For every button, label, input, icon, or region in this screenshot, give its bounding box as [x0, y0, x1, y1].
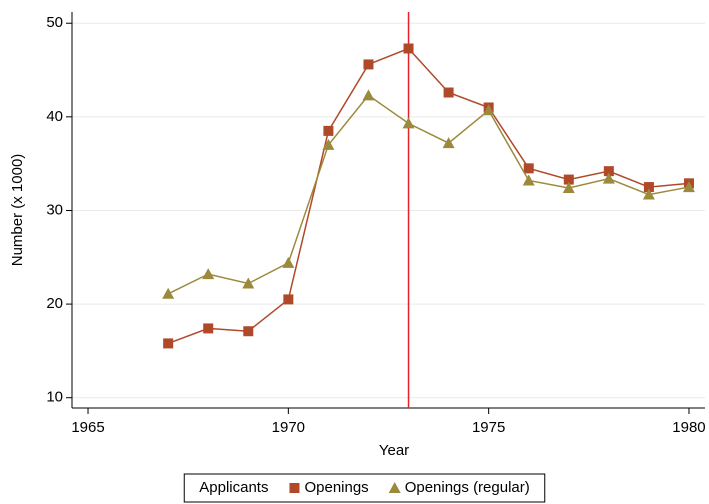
marker	[402, 117, 415, 129]
series-line	[167, 47, 690, 345]
series-line	[167, 94, 690, 295]
x-tick-label: 1980	[672, 419, 705, 436]
marker	[563, 174, 574, 185]
marker	[482, 104, 495, 116]
marker	[162, 287, 175, 299]
marker	[289, 483, 300, 493]
y-axis-label: Number (x 1000)	[9, 154, 26, 267]
marker	[403, 43, 414, 54]
x-tick-label: 1970	[272, 419, 305, 436]
marker	[642, 188, 655, 200]
marker	[203, 323, 214, 334]
marker	[682, 181, 695, 193]
marker	[643, 182, 654, 193]
marker	[163, 338, 174, 349]
legend-label: Openings	[304, 479, 368, 496]
marker	[322, 138, 335, 150]
y-tick-label: 20	[46, 295, 63, 312]
marker	[562, 182, 575, 193]
y-tick-label: 30	[46, 201, 63, 218]
marker	[363, 59, 374, 70]
marker	[443, 87, 454, 98]
marker	[602, 172, 615, 184]
marker	[243, 326, 254, 337]
marker	[202, 268, 215, 280]
marker	[362, 89, 375, 101]
x-axis-label: Year	[379, 442, 409, 459]
y-tick-label: 10	[46, 389, 63, 406]
x-tick-label: 1965	[71, 419, 104, 436]
marker	[603, 166, 614, 177]
legend: Applicants Openings Openings (regular)	[183, 473, 546, 503]
legend-box	[183, 473, 546, 503]
marker	[388, 482, 401, 493]
marker	[283, 294, 294, 305]
marker	[523, 163, 534, 174]
marker	[242, 277, 255, 289]
marker	[282, 256, 295, 268]
y-tick-label: 40	[46, 108, 63, 125]
y-tick-label: 50	[46, 14, 63, 31]
x-tick-label: 1975	[472, 419, 505, 436]
legend-label: Applicants	[199, 479, 268, 496]
marker	[522, 174, 535, 186]
marker	[442, 137, 455, 149]
marker	[323, 125, 334, 136]
legend-label: Openings (regular)	[405, 479, 530, 496]
